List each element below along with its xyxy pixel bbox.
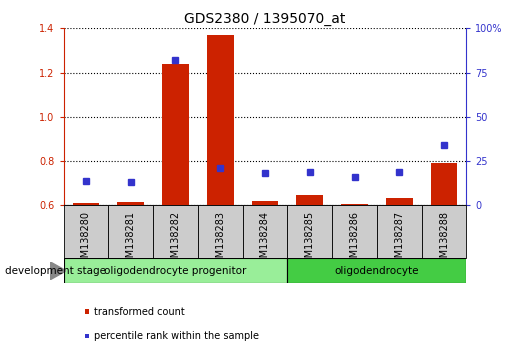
Bar xyxy=(162,64,189,338)
Bar xyxy=(252,201,278,338)
Bar xyxy=(73,202,100,338)
Bar xyxy=(287,205,332,258)
Title: GDS2380 / 1395070_at: GDS2380 / 1395070_at xyxy=(184,12,346,26)
Bar xyxy=(377,205,422,258)
Text: percentile rank within the sample: percentile rank within the sample xyxy=(94,331,259,341)
Text: development stage: development stage xyxy=(5,266,107,276)
Text: GSM138281: GSM138281 xyxy=(126,211,136,270)
Bar xyxy=(332,205,377,258)
Text: GSM138282: GSM138282 xyxy=(171,211,181,270)
Bar xyxy=(117,202,144,338)
Bar xyxy=(64,205,108,258)
Text: GSM138280: GSM138280 xyxy=(81,211,91,270)
Text: GSM138288: GSM138288 xyxy=(439,211,449,270)
Text: GSM138285: GSM138285 xyxy=(305,211,315,270)
Text: oligodendrocyte: oligodendrocyte xyxy=(334,266,419,276)
Text: oligodendrocyte progenitor: oligodendrocyte progenitor xyxy=(104,266,246,276)
Text: GSM138284: GSM138284 xyxy=(260,211,270,270)
Bar xyxy=(243,205,287,258)
Bar xyxy=(64,258,287,283)
Bar xyxy=(296,195,323,338)
Bar xyxy=(341,204,368,338)
Bar xyxy=(430,163,457,338)
Text: GSM138287: GSM138287 xyxy=(394,211,404,270)
Text: GSM138283: GSM138283 xyxy=(215,211,225,270)
Polygon shape xyxy=(50,262,66,280)
Bar xyxy=(198,205,243,258)
Text: GSM138286: GSM138286 xyxy=(349,211,359,270)
Bar xyxy=(287,258,466,283)
Bar xyxy=(422,205,466,258)
Bar xyxy=(207,35,234,338)
Text: transformed count: transformed count xyxy=(94,307,185,316)
Bar xyxy=(108,205,153,258)
Bar xyxy=(153,205,198,258)
Bar xyxy=(386,198,413,338)
